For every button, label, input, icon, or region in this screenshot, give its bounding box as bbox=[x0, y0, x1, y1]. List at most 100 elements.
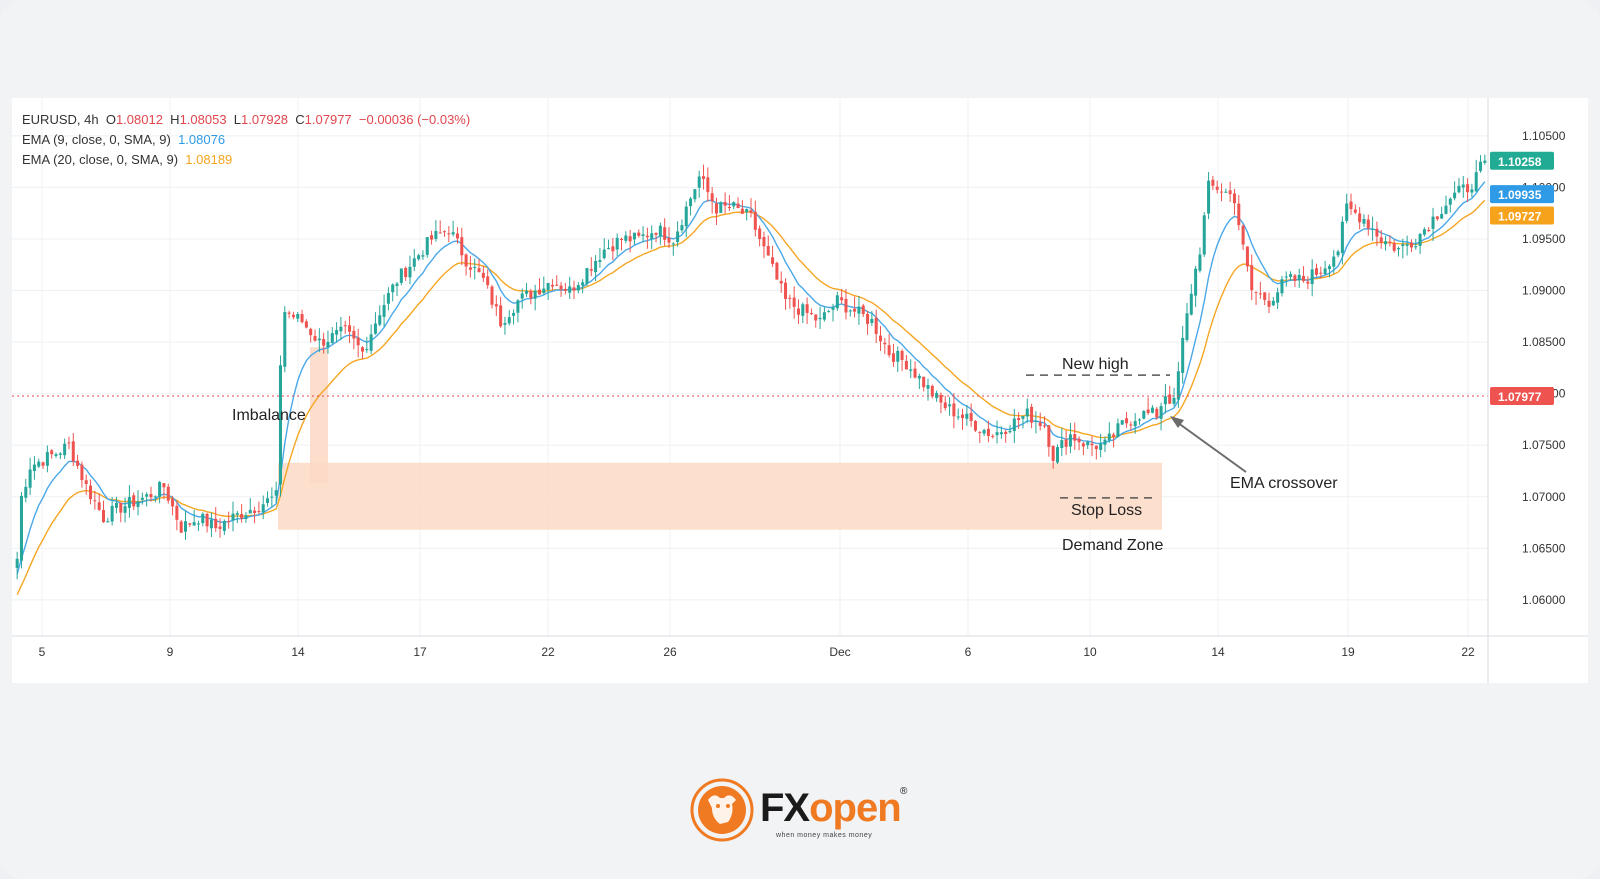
candle-body bbox=[1185, 313, 1189, 340]
candle-body bbox=[127, 497, 131, 508]
annotation-imbalance: Imbalance bbox=[232, 407, 306, 424]
legend-high-label: H bbox=[170, 112, 180, 127]
candle-body bbox=[762, 236, 766, 247]
candle-body bbox=[926, 385, 930, 389]
candle-body bbox=[1090, 443, 1094, 446]
candle-body bbox=[1008, 430, 1012, 433]
annotation-stop-loss: Stop Loss bbox=[1071, 502, 1142, 519]
candle-body bbox=[335, 330, 339, 335]
annotation-new-high: New high bbox=[1062, 356, 1129, 373]
candle-body bbox=[1483, 160, 1487, 163]
candle-body bbox=[274, 490, 278, 496]
candle-body bbox=[1060, 440, 1064, 449]
candle-body bbox=[874, 317, 878, 334]
candle-body bbox=[1043, 425, 1047, 427]
price-tag-label: 1.09727 bbox=[1498, 210, 1542, 224]
logo-fx: FX bbox=[760, 786, 810, 830]
candle-body bbox=[1232, 193, 1236, 204]
legend-close-value: 1.07977 bbox=[304, 112, 352, 127]
legend-ema20-label: EMA (20, close, 0, SMA, 9) bbox=[22, 152, 179, 167]
candle-body bbox=[766, 246, 770, 256]
candle-body bbox=[706, 177, 710, 193]
candle-body bbox=[533, 290, 537, 299]
candle-body bbox=[714, 203, 718, 214]
candle-body bbox=[348, 325, 352, 332]
candle-body bbox=[1012, 418, 1016, 432]
candle-body bbox=[1323, 268, 1327, 275]
candle-body bbox=[542, 288, 546, 294]
candle-body bbox=[1107, 433, 1111, 441]
candle-body bbox=[417, 255, 421, 260]
candle-body bbox=[917, 375, 921, 379]
candle-body bbox=[343, 325, 347, 327]
candle-body bbox=[1254, 291, 1258, 293]
candle-body bbox=[1245, 246, 1249, 267]
candle-body bbox=[71, 441, 75, 462]
ema20-line bbox=[16, 199, 1486, 595]
candle-body bbox=[1237, 203, 1241, 226]
candle-body bbox=[1340, 221, 1344, 254]
candle-body bbox=[1388, 241, 1392, 244]
y-tick-label: 1.09000 bbox=[1522, 284, 1566, 298]
candle-body bbox=[434, 231, 438, 239]
price-tag-box bbox=[1490, 206, 1554, 225]
y-tick-label: 1.10500 bbox=[1522, 129, 1566, 143]
legend-ema20-value: 1.08189 bbox=[185, 152, 233, 167]
candle-body bbox=[326, 341, 330, 348]
candle-body bbox=[1336, 251, 1340, 256]
candle-body bbox=[822, 312, 826, 320]
x-tick-label: 14 bbox=[291, 645, 305, 659]
candle-body bbox=[550, 284, 554, 287]
candle-body bbox=[1258, 293, 1262, 295]
candle-body bbox=[1181, 337, 1185, 373]
candle-body bbox=[658, 225, 662, 237]
candle-body bbox=[1289, 274, 1293, 277]
candle-body bbox=[1150, 407, 1154, 413]
candle-body bbox=[1461, 184, 1465, 188]
candle-body bbox=[801, 304, 805, 316]
candle-body bbox=[1211, 179, 1215, 186]
candle-body bbox=[1021, 416, 1025, 419]
candle-body bbox=[395, 283, 399, 286]
candle-body bbox=[67, 442, 71, 444]
candle-body bbox=[209, 519, 213, 529]
candle-body bbox=[1073, 434, 1077, 441]
candle-body bbox=[896, 350, 900, 362]
candle-body bbox=[481, 272, 485, 278]
candle-body bbox=[1189, 293, 1193, 315]
candle-body bbox=[1375, 228, 1379, 237]
candle-body bbox=[89, 485, 93, 500]
candle-body bbox=[63, 443, 67, 456]
candle-body bbox=[140, 497, 144, 500]
candle-body bbox=[37, 461, 41, 467]
candle-body bbox=[1168, 394, 1172, 404]
candle-body bbox=[654, 232, 658, 235]
candle-body bbox=[365, 348, 369, 350]
candle-body bbox=[304, 321, 308, 328]
candle-body bbox=[15, 558, 19, 568]
candle-body bbox=[736, 203, 740, 209]
candle-body bbox=[313, 335, 317, 341]
candle-body bbox=[330, 333, 334, 344]
candle-body bbox=[1358, 213, 1362, 223]
candle-body bbox=[317, 338, 321, 341]
candle-body bbox=[507, 317, 511, 324]
candle-body bbox=[412, 258, 416, 267]
candle-body bbox=[455, 233, 459, 239]
candle-body bbox=[464, 254, 468, 267]
candle-body bbox=[369, 334, 373, 351]
candle-body bbox=[1142, 411, 1146, 419]
candle-body bbox=[451, 232, 455, 235]
candle-body bbox=[218, 526, 222, 529]
candle-body bbox=[339, 326, 343, 332]
x-tick-label: Dec bbox=[829, 645, 850, 659]
candle-body bbox=[240, 513, 244, 519]
candle-body bbox=[1215, 186, 1219, 190]
ema-crossover-arrowhead bbox=[1170, 416, 1184, 428]
candle-body bbox=[948, 404, 952, 407]
candle-body bbox=[19, 495, 23, 561]
candle-body bbox=[54, 454, 58, 456]
candle-body bbox=[1457, 185, 1461, 193]
candle-body bbox=[827, 311, 831, 313]
candle-body bbox=[784, 282, 788, 299]
